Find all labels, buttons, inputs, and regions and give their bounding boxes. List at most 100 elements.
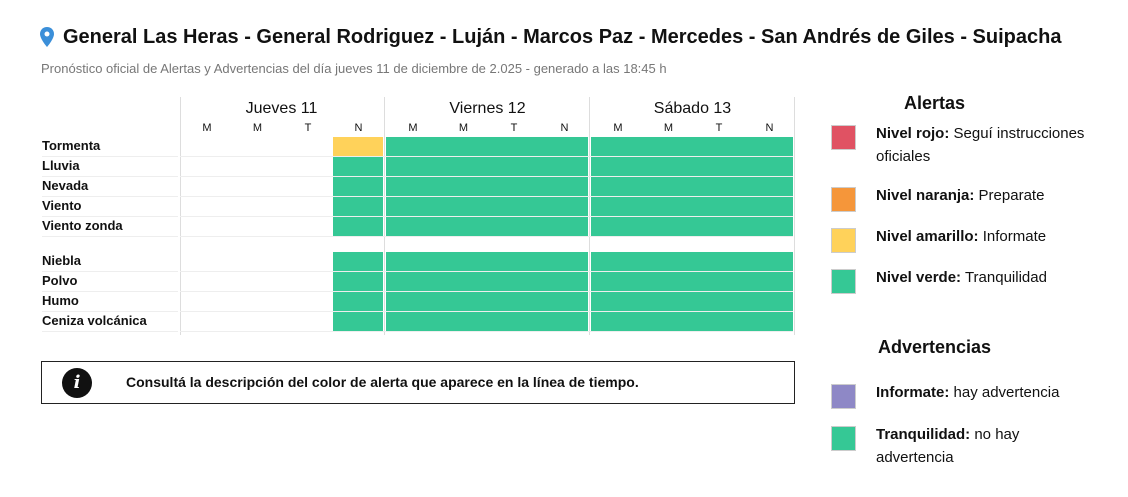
legend-swatch-verde [831,426,856,451]
timeline-cell-verde [591,217,642,236]
period-header: T [510,122,518,134]
timeline-cell-verde [591,252,642,271]
timeline-cell-verde [641,217,693,236]
timeline-cell-verde [537,217,588,236]
row-label: Nevada [42,177,178,197]
legend-item: Tranquilidad: no hay advertencia [876,423,1096,469]
day-header: Sábado 13 [653,100,732,117]
timeline-cell-verde [742,217,793,236]
timeline-cell-verde [436,157,488,176]
timeline-cell-verde [487,217,538,236]
timeline-cell-verde [436,137,488,156]
timeline-cell-verde [436,177,488,196]
timeline-cell-verde [487,292,538,311]
timeline-cell-verde [487,157,538,176]
timeline-cell-verde [742,157,793,176]
legend-swatch-violeta [831,384,856,409]
timeline-cell-verde [537,312,588,331]
timeline-cell-verde [591,177,642,196]
timeline-cell-verde [436,312,488,331]
timeline-cell-verde [487,177,538,196]
timeline-cell-verde [487,312,538,331]
timeline-cell-verde [386,312,437,331]
timeline-cell-verde [332,292,383,311]
timeline-cell-verde [742,197,793,216]
legend-item-desc: Preparate [974,187,1045,204]
row-divider [180,271,793,272]
legend-item-name: Tranquilidad: [876,426,971,443]
legend-item: Nivel amarillo: Informate [876,225,1096,248]
legend-item: Informate: hay advertencia [876,381,1096,404]
legend-item-desc: no hay advertencia [876,426,1020,466]
period-header: M [458,122,469,134]
timeline-cell-verde [332,157,383,176]
timeline-cell-verde [641,252,693,271]
timeline-cell-verde [332,197,383,216]
row-divider [180,176,793,177]
period-header: N [765,122,774,134]
period-header: T [304,122,312,134]
map-pin-icon [40,27,54,47]
period-header: N [560,122,569,134]
period-header: M [252,122,263,134]
timeline-cell-verde [386,252,437,271]
legend-advertencias-title: Advertencias [878,337,992,357]
timeline-cell-verde [386,157,437,176]
legend-item-name: Nivel rojo: [876,125,950,142]
legend-item-name: Nivel amarillo: [876,228,979,245]
legend-swatch-naranja [831,187,856,212]
timeline-cell-verde [332,312,383,331]
timeline-cell-verde [487,197,538,216]
legend-item-desc: Informate [978,228,1047,245]
timeline-cell-verde [641,312,693,331]
timeline-cell-verde [386,217,437,236]
timeline-cell-verde [386,137,437,156]
timeline-cell-verde [692,252,743,271]
timeline-cell-verde [692,137,743,156]
timeline-cell-verde [641,177,693,196]
row-divider [180,311,793,312]
row-label: Viento [42,197,178,217]
row-label: Humo [42,292,178,312]
timeline-cell-verde [692,197,743,216]
legend-item-name: Nivel verde: [876,269,962,286]
timeline-cell-verde [487,252,538,271]
timeline-cell-verde [487,272,538,291]
timeline-cell-verde [386,197,437,216]
period-header: M [408,122,418,134]
timeline-cell-verde [436,197,488,216]
timeline-cell-verde [742,137,793,156]
period-header: T [715,122,723,134]
row-divider [180,236,793,237]
legend-item-name: Nivel naranja: [876,187,975,204]
row-divider [180,331,793,332]
timeline-cell-verde [537,272,588,291]
column-divider [794,97,795,335]
legend-swatch-amarillo [831,228,856,253]
legend-item: Nivel rojo: Seguí instrucciones oficiale… [876,122,1096,168]
row-label: Tormenta [42,137,178,157]
timeline-cell-verde [591,272,642,291]
legend-item-desc: hay advertencia [949,384,1060,401]
timeline-cell-verde [436,252,488,271]
timeline-cell-verde [641,292,693,311]
info-text: Consultá la descripción del color de ale… [126,374,639,390]
legend-swatch-rojo [831,125,856,150]
row-divider [180,196,793,197]
legend-item-desc: Tranquilidad [961,269,1047,286]
period-header: M [202,122,212,134]
row-divider [180,291,793,292]
row-divider [180,156,793,157]
page-subtitle: Pronóstico oficial de Alertas y Adverten… [41,61,667,76]
day-header: Jueves 11 [245,100,318,117]
timeline-cell-verde [692,292,743,311]
timeline-cell-verde [742,177,793,196]
timeline-cell-verde [487,137,538,156]
timeline-cell-verde [386,272,437,291]
timeline-cell-verde [692,272,743,291]
timeline-cell-verde [591,312,642,331]
row-label: Lluvia [42,157,178,177]
timeline-cell-verde [332,217,383,236]
timeline-cell-verde [332,252,383,271]
timeline-cell-verde [537,197,588,216]
